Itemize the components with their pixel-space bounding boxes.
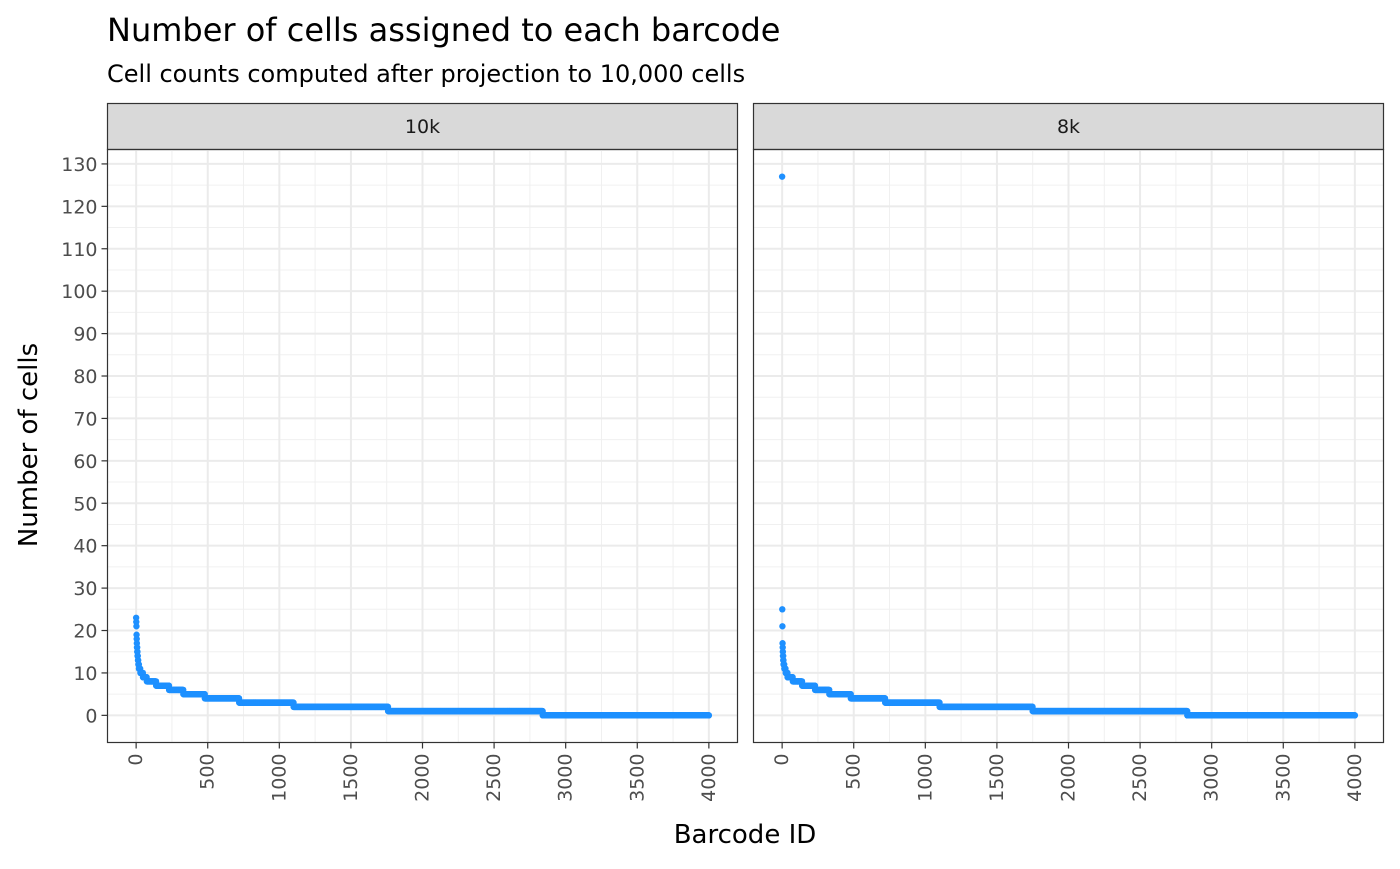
data-point [778,173,786,180]
y-tick-label: 10 [73,663,97,685]
y-tick-label: 50 [73,493,97,515]
y-tick-label: 40 [73,536,97,558]
y-tick-label: 130 [61,154,97,176]
y-tick-label: 80 [73,366,97,388]
x-tick-label: 1500 [340,754,362,802]
x-tick-label: 3000 [1201,754,1223,802]
y-tick-label: 20 [73,621,97,643]
y-tick-label: 120 [61,196,97,218]
points-10k [132,614,713,719]
x-tick-label: 4000 [1344,754,1366,802]
x-tick-label: 1000 [914,754,936,802]
strip-background-10k [106,102,739,151]
y-axis-title: Number of cells [14,343,44,547]
x-tick-label: 2000 [1058,754,1080,802]
points-8k [778,173,1359,719]
data-point [133,623,140,630]
x-tick-label: 3500 [626,754,648,802]
y-tick-label: 60 [73,451,97,473]
x-tick-label: 1500 [986,754,1008,802]
chart-title: Number of cells assigned to each barcode [107,11,780,49]
y-tick-label: 30 [73,578,97,600]
x-axis-8k: 0 500 1000 1500 2000 2500 3000 3500 4000 [771,742,1366,802]
y-tick-label: 70 [73,408,97,430]
data-point [779,606,786,613]
x-tick-label: 1000 [268,754,290,802]
x-tick-label: 3500 [1272,754,1294,802]
x-tick-label: 3000 [555,754,577,802]
x-tick-label: 2000 [412,754,434,802]
x-tick-label: 2500 [1129,754,1151,802]
x-tick-label: 0 [771,754,793,766]
y-tick-label: 110 [61,239,97,261]
data-point [779,623,786,630]
strip-label-10k: 10k [405,116,440,138]
y-tick-label: 0 [85,705,97,727]
x-tick-label: 500 [197,754,219,790]
y-tick-label: 100 [61,281,97,303]
y-axis: 0 10 20 30 40 50 60 70 80 90 100 110 120 130 [61,154,108,727]
x-tick-label: 2500 [483,754,505,802]
grid-8k [753,149,1384,743]
y-tick-label: 90 [73,324,97,346]
panel-8k: 8k [752,102,1385,744]
panel-10k: 10k [106,102,739,744]
x-tick-label: 4000 [698,754,720,802]
strip-label-8k: 8k [1057,116,1080,138]
chart-subtitle: Cell counts computed after projection to… [107,60,745,88]
data-point [705,712,713,719]
x-axis-10k: 0 500 1000 1500 2000 2500 3000 3500 4000 [125,742,720,802]
data-point [1351,712,1359,719]
x-tick-label: 0 [125,754,147,766]
x-axis-title: Barcode ID [674,820,817,850]
strip-background-8k [752,102,1385,151]
x-tick-label: 500 [843,754,865,790]
grid-10k [107,149,738,743]
